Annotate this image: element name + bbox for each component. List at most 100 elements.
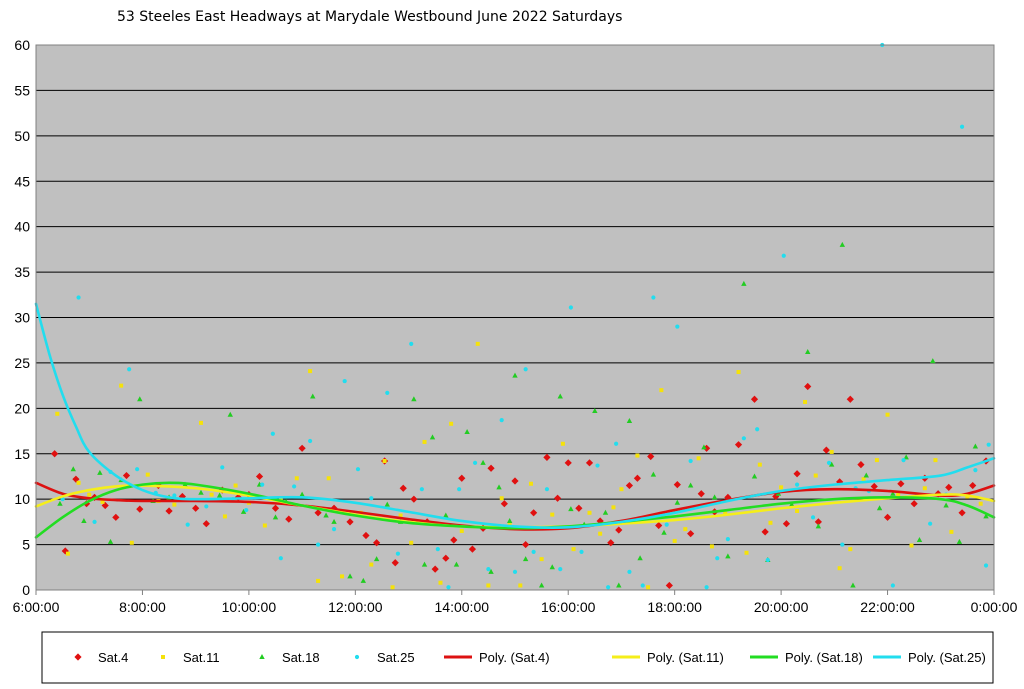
- data-point: [422, 439, 427, 444]
- data-point: [496, 484, 502, 490]
- y-tick-label: 50: [14, 128, 30, 144]
- data-point: [499, 418, 504, 423]
- data-point: [782, 520, 791, 528]
- data-point: [260, 482, 265, 487]
- data-point: [278, 497, 283, 502]
- data-point: [220, 465, 225, 470]
- data-point: [650, 471, 657, 477]
- data-point: [522, 556, 529, 562]
- data-point: [145, 472, 150, 477]
- x-tick-label: 16:00:00: [541, 599, 596, 615]
- data-point: [244, 507, 249, 513]
- y-axis-ticks: 0 5 10 15 20 25 30 35 40 45 50 55 60: [14, 37, 30, 598]
- data-point: [314, 509, 322, 517]
- data-point: [779, 485, 784, 490]
- legend-box: [41, 631, 994, 684]
- legend-label: Poly. (Sat.11): [647, 650, 724, 665]
- data-point: [500, 500, 508, 508]
- data-point: [983, 563, 989, 568]
- data-point: [928, 521, 933, 526]
- data-point: [101, 501, 109, 510]
- data-point: [468, 545, 477, 553]
- data-point: [450, 536, 458, 544]
- data-point: [983, 513, 989, 519]
- data-point: [715, 556, 720, 561]
- data-point: [486, 567, 491, 572]
- data-point: [421, 561, 428, 567]
- data-point: [475, 341, 480, 346]
- data-point: [646, 585, 651, 590]
- data-point: [459, 528, 464, 533]
- data-point: [550, 512, 555, 517]
- data-point: [757, 462, 762, 467]
- data-point: [442, 554, 450, 562]
- legend-label: Sat.11: [183, 650, 220, 665]
- data-point: [647, 452, 655, 461]
- data-point: [410, 495, 418, 503]
- data-point: [826, 460, 832, 465]
- data-point: [903, 454, 909, 460]
- data-point: [839, 241, 846, 247]
- data-point: [687, 530, 695, 538]
- data-point: [683, 527, 688, 532]
- data-point: [391, 559, 399, 567]
- data-point: [435, 547, 440, 552]
- data-point: [137, 396, 143, 402]
- legend-label: Sat.25: [377, 650, 415, 665]
- data-point: [511, 477, 519, 485]
- data-point: [443, 512, 449, 518]
- data-point: [640, 583, 645, 588]
- data-point: [822, 446, 830, 454]
- data-point: [342, 378, 347, 384]
- data-point: [446, 585, 451, 590]
- data-point: [530, 509, 538, 517]
- data-point: [901, 458, 906, 463]
- data-point: [619, 487, 624, 492]
- data-point: [172, 502, 177, 507]
- legend-label: Poly. (Sat.4): [479, 650, 550, 665]
- data-point: [61, 547, 69, 555]
- data-point: [794, 482, 800, 487]
- gridlines: [36, 44, 994, 546]
- data-point: [863, 472, 869, 478]
- data-point: [385, 390, 390, 395]
- data-point: [92, 519, 97, 524]
- data-point: [346, 518, 354, 526]
- data-point: [543, 453, 551, 461]
- data-point: [602, 509, 609, 515]
- legend-label: Poly. (Sat.25): [908, 650, 986, 665]
- data-point: [316, 578, 321, 583]
- data-point: [750, 395, 759, 403]
- data-point: [922, 486, 927, 491]
- data-point: [360, 577, 367, 583]
- data-point: [453, 561, 460, 567]
- data-point: [592, 408, 598, 414]
- data-point: [512, 372, 518, 378]
- data-point: [909, 543, 914, 548]
- legend-entry: Sat.25: [354, 650, 415, 665]
- x-tick-label: 10:00:00: [222, 599, 277, 615]
- data-point: [579, 549, 584, 554]
- legend-marker: [161, 655, 165, 659]
- data-point: [315, 542, 321, 547]
- data-point: [122, 471, 131, 480]
- data-point: [781, 253, 786, 258]
- data-point: [606, 585, 611, 590]
- legend-entry: Poly. (Sat.11): [612, 650, 724, 665]
- data-point: [897, 480, 905, 488]
- y-tick-label: 20: [14, 400, 30, 416]
- data-point: [885, 412, 890, 417]
- data-point: [704, 585, 709, 590]
- data-point: [789, 501, 795, 507]
- data-point: [488, 568, 494, 574]
- data-point: [697, 490, 705, 498]
- data-point: [744, 550, 749, 555]
- data-point: [840, 542, 845, 547]
- data-point: [457, 487, 462, 492]
- legend-entry: Sat.11: [161, 650, 220, 665]
- data-point: [395, 551, 401, 556]
- data-point: [76, 295, 81, 300]
- data-point: [272, 514, 279, 520]
- legend-label: Poly. (Sat.18): [785, 650, 863, 665]
- chart-title: 53 Steeles East Headways at Marydale Wes…: [117, 9, 622, 25]
